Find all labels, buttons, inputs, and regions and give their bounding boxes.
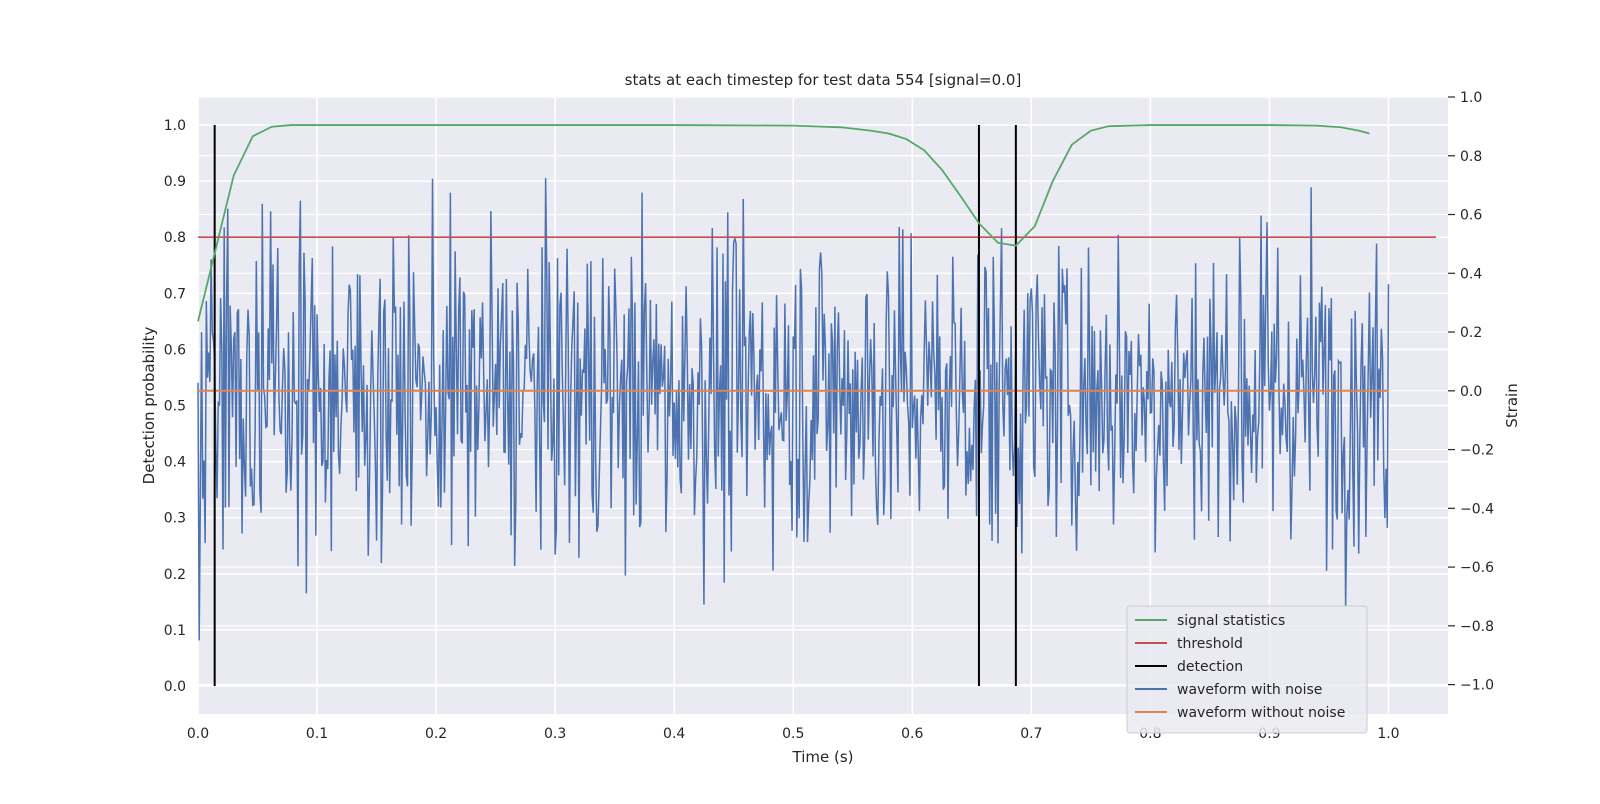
y-right-tick-label: −0.4	[1460, 501, 1494, 517]
legend-label: threshold	[1177, 636, 1243, 652]
x-tick-label: 0.3	[544, 726, 566, 742]
y-right-tick-label: 0.0	[1460, 384, 1482, 400]
chart-title: stats at each timestep for test data 554…	[625, 71, 1022, 89]
x-tick-label: 1.0	[1377, 726, 1399, 742]
y-right-tick-label: −1.0	[1460, 678, 1494, 694]
legend-label: waveform without noise	[1177, 705, 1345, 721]
y-left-tick-label: 0.3	[164, 511, 186, 527]
y-right-tick-label: 1.0	[1460, 90, 1482, 106]
x-tick-label: 0.6	[901, 726, 923, 742]
y-left-tick-label: 0.9	[164, 174, 186, 190]
x-tick-label: 0.2	[425, 726, 447, 742]
y-left-tick-label: 0.4	[164, 455, 186, 471]
x-tick-label: 0.1	[306, 726, 328, 742]
y-left-tick-label: 0.1	[164, 623, 186, 639]
legend: signal statistics threshold detection wavef…	[1126, 605, 1368, 734]
y-right-tick-label: 0.8	[1460, 149, 1482, 165]
y-right-tick-label: −0.6	[1460, 560, 1494, 576]
series-line-waveform-with-noise	[197, 178, 1390, 641]
x-axis-label: Time (s)	[792, 748, 854, 766]
y-right-tick-label: −0.2	[1460, 443, 1494, 459]
y-left-tick-label: 0.0	[164, 679, 186, 695]
y-right-tick-label: 0.4	[1460, 266, 1482, 282]
legend-box	[1126, 605, 1368, 734]
y-right-tick-label: −0.8	[1460, 619, 1494, 635]
x-tick-label: 0.0	[187, 726, 209, 742]
y-left-tick-label: 0.2	[164, 567, 186, 583]
series-line-signal-statistics	[197, 124, 1370, 322]
x-tick-label: 0.5	[782, 726, 804, 742]
y-left-tick-label: 0.6	[164, 342, 186, 358]
y-left-axis-label: Detection probability	[140, 327, 158, 485]
x-tick-label: 0.4	[663, 726, 685, 742]
y-right-tick-label: 0.6	[1460, 208, 1482, 224]
y-left-tick-label: 1.0	[164, 118, 186, 134]
y-right-axis-label: Strain	[1503, 383, 1521, 427]
legend-label: waveform with noise	[1177, 682, 1322, 698]
y-left-tick-label: 0.7	[164, 286, 186, 302]
y-left-tick-label: 0.5	[164, 399, 186, 415]
series-layer	[197, 124, 1437, 686]
y-left-tick-label: 0.8	[164, 230, 186, 246]
y-right-tick-label: 0.2	[1460, 325, 1482, 341]
legend-label: signal statistics	[1177, 613, 1285, 629]
x-tick-label: 0.7	[1020, 726, 1042, 742]
legend-label: detection	[1177, 659, 1243, 675]
axes-layer: 0.0 0.1 0.2 0.3 0.4 0.5 0.6 0.7 0.8 0.9 1.0 0.0 0.1 0…	[164, 90, 1494, 742]
